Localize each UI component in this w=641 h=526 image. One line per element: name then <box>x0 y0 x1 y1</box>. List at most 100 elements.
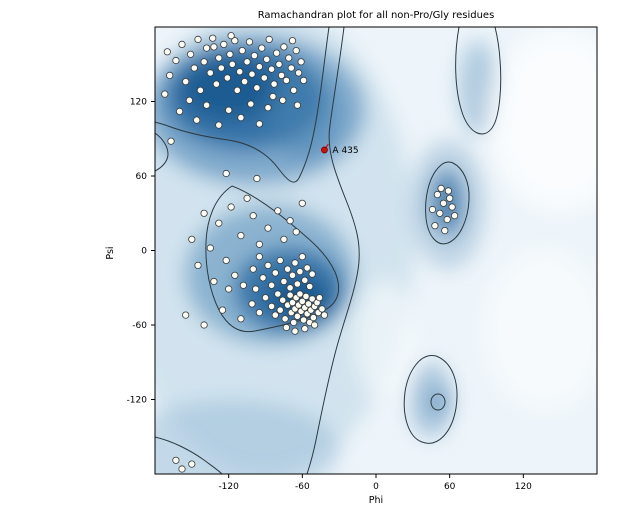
y-tick-label: -60 <box>132 321 147 331</box>
data-point <box>293 101 301 109</box>
data-point <box>264 261 272 269</box>
data-point <box>225 106 233 114</box>
y-tick-label: 60 <box>136 172 148 182</box>
x-tick-label: 0 <box>373 482 379 492</box>
data-point <box>182 78 190 86</box>
chart-title: Ramachandran plot for all non-Pro/Gly re… <box>258 10 495 21</box>
data-point <box>303 264 311 272</box>
y-axis-label: Psi <box>105 246 116 259</box>
data-point <box>286 217 294 225</box>
data-point <box>248 70 256 78</box>
data-point <box>433 191 441 199</box>
y-tick-label: -120 <box>127 396 148 406</box>
data-point <box>272 49 281 57</box>
data-point <box>255 240 263 248</box>
data-point <box>288 271 297 279</box>
data-point <box>210 43 218 51</box>
data-point <box>298 297 306 305</box>
data-point <box>249 265 257 273</box>
data-point <box>231 37 239 45</box>
data-point <box>436 209 444 217</box>
data-point <box>309 313 317 322</box>
data-point <box>298 253 306 261</box>
data-point <box>249 212 257 220</box>
data-point <box>239 281 247 289</box>
data-point <box>206 69 214 77</box>
data-point <box>304 300 313 308</box>
data-point <box>291 259 299 267</box>
data-point <box>253 84 261 92</box>
data-point <box>271 311 279 319</box>
contour-top-right-lobe <box>455 27 502 135</box>
data-point <box>277 71 286 80</box>
contour-left-edge-indent <box>155 132 169 172</box>
data-point <box>261 294 270 302</box>
data-point <box>291 327 299 335</box>
data-point <box>296 267 304 276</box>
x-tick-label: -60 <box>295 482 310 492</box>
data-point <box>228 60 236 68</box>
data-point <box>255 63 263 71</box>
data-point <box>250 51 258 60</box>
data-point <box>248 300 256 308</box>
data-point <box>215 219 223 227</box>
data-point <box>264 104 272 112</box>
data-point <box>279 96 287 104</box>
data-point <box>203 101 211 109</box>
data-point <box>290 86 298 94</box>
data-point <box>218 306 227 314</box>
contour-bottom-right-blob <box>403 355 458 444</box>
data-point <box>260 74 268 82</box>
data-point <box>217 64 225 72</box>
data-point <box>203 44 211 52</box>
data-point <box>194 35 202 44</box>
data-point <box>296 290 304 298</box>
data-point <box>241 78 249 86</box>
data-point <box>281 315 289 323</box>
data-point <box>255 120 263 128</box>
data-point <box>188 460 196 468</box>
contour-bottom-left <box>155 436 223 474</box>
data-point <box>243 58 251 66</box>
data-point <box>318 305 326 313</box>
x-axis-label: Phi <box>369 495 383 506</box>
data-point <box>210 277 218 286</box>
data-point <box>299 76 308 85</box>
data-point <box>270 80 278 88</box>
annotation-point <box>321 146 328 154</box>
x-tick-label: 120 <box>515 482 532 492</box>
data-point <box>274 290 282 298</box>
y-tick-label: 0 <box>141 247 147 257</box>
data-point <box>182 311 190 319</box>
data-point <box>188 235 196 243</box>
data-point <box>220 40 228 49</box>
data-point <box>444 187 452 195</box>
contour-outer-left <box>306 27 360 474</box>
data-point <box>271 269 279 277</box>
data-point <box>237 315 245 323</box>
data-point <box>288 37 297 45</box>
data-point <box>437 184 445 192</box>
x-tick-label: 60 <box>444 482 456 492</box>
data-point <box>302 292 310 300</box>
data-point <box>167 137 175 145</box>
scatter-points-layer <box>161 32 459 473</box>
x-tick-label: -120 <box>218 482 239 492</box>
data-point <box>431 222 439 230</box>
data-point <box>269 92 277 101</box>
data-point <box>280 277 288 286</box>
data-point <box>275 60 283 68</box>
data-point <box>200 58 208 66</box>
annotation-label: A 435 <box>332 146 358 156</box>
data-point <box>231 271 239 279</box>
data-point <box>237 114 245 122</box>
data-point <box>288 298 297 307</box>
data-point <box>441 227 449 235</box>
data-point <box>176 107 184 116</box>
data-point <box>190 64 198 72</box>
data-point <box>448 203 456 211</box>
data-point <box>223 74 231 82</box>
data-point <box>292 228 300 236</box>
data-point <box>290 318 298 327</box>
